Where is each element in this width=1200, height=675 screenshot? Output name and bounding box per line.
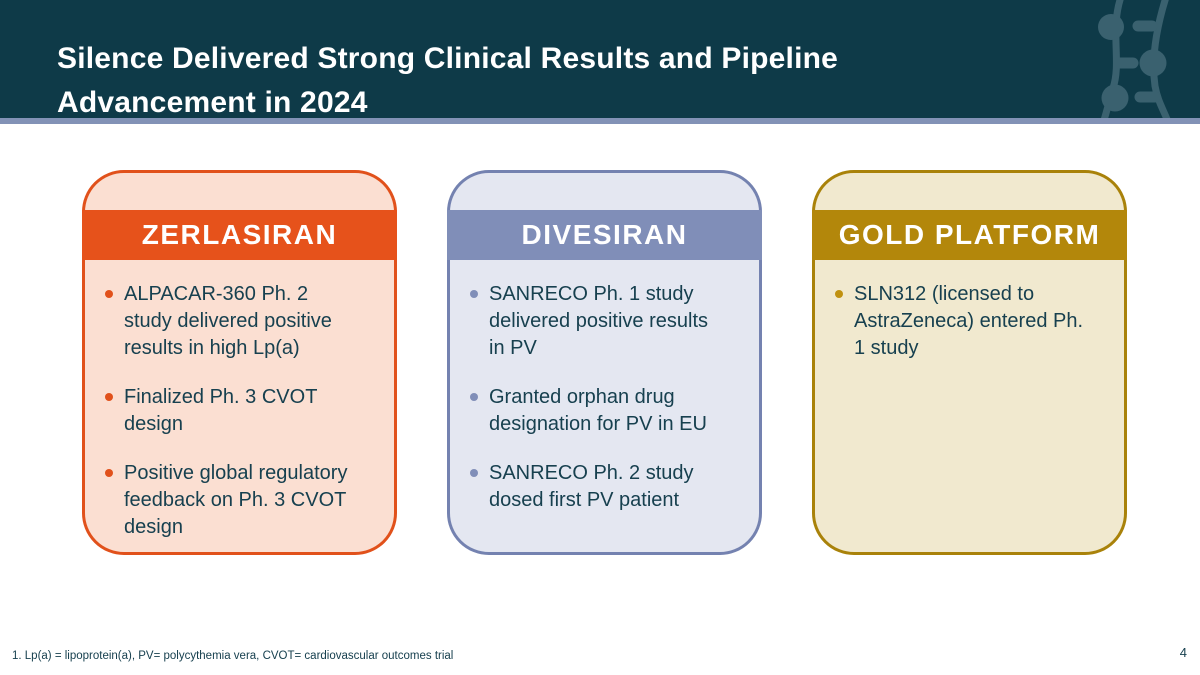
bullet-dot-icon — [470, 393, 478, 401]
card-header-band: ZERLASIRAN — [82, 210, 397, 260]
bullet-dot-icon — [470, 469, 478, 477]
bullet-text: Finalized Ph. 3 CVOT design — [124, 386, 318, 435]
bullet-text: Granted orphan drug designation for PV i… — [489, 386, 707, 435]
bullet-dot-icon — [835, 290, 843, 298]
header-banner: Silence Delivered Strong Clinical Result… — [0, 0, 1200, 119]
page-number: 4 — [1179, 645, 1187, 660]
card-title: ZERLASIRAN — [141, 219, 338, 250]
bullet-list: SANRECO Ph. 1 study delivered positive r… — [470, 281, 751, 536]
slide-title-line1: Silence Delivered Strong Clinical Result… — [57, 42, 839, 76]
bullet-item: Finalized Ph. 3 CVOT design — [105, 384, 386, 438]
bullet-text: Positive global regulatory feedback on P… — [124, 462, 348, 538]
slide-title: Silence Delivered Strong Clinical Result… — [57, 37, 1017, 125]
bullet-item: SANRECO Ph. 1 study delivered positive r… — [470, 281, 751, 362]
bullet-text: SANRECO Ph. 2 study dosed first PV patie… — [489, 462, 694, 511]
bullet-dot-icon — [470, 290, 478, 298]
bullet-item: SLN312 (licensed to AstraZeneca) entered… — [835, 281, 1116, 362]
bullet-dot-icon — [105, 469, 113, 477]
bullet-item: Positive global regulatory feedback on P… — [105, 460, 386, 541]
bullet-text: SLN312 (licensed to AstraZeneca) entered… — [854, 283, 1084, 359]
card-gold-platform: GOLD PLATFORM SLN312 (licensed to AstraZ… — [812, 170, 1127, 555]
bullet-dot-icon — [105, 290, 113, 298]
bullet-dot-icon — [105, 393, 113, 401]
card-title: DIVESIRAN — [521, 219, 688, 250]
footnote: 1. Lp(a) = lipoprotein(a), PV= polycythe… — [12, 650, 454, 662]
bullet-list: SLN312 (licensed to AstraZeneca) entered… — [835, 281, 1116, 384]
sirna-molecule-icon — [1085, 0, 1200, 118]
card-zerlasiran: ZERLASIRAN ALPACAR-360 Ph. 2 study deliv… — [82, 170, 397, 555]
card-divesiran: DIVESIRAN SANRECO Ph. 1 study delivered … — [447, 170, 762, 555]
bullet-list: ALPACAR-360 Ph. 2 study delivered positi… — [105, 281, 386, 563]
bullet-item: ALPACAR-360 Ph. 2 study delivered positi… — [105, 281, 386, 362]
card-title: GOLD PLATFORM — [838, 219, 1101, 250]
banner-accent-strip — [0, 118, 1200, 124]
bullet-text: ALPACAR-360 Ph. 2 study delivered positi… — [124, 283, 332, 359]
slide-title-line2: Advancement in 2024 — [57, 86, 368, 120]
bullet-text: SANRECO Ph. 1 study delivered positive r… — [489, 283, 708, 359]
card-header-band: GOLD PLATFORM — [812, 210, 1127, 260]
card-header-band: DIVESIRAN — [447, 210, 762, 260]
bullet-item: Granted orphan drug designation for PV i… — [470, 384, 751, 438]
bullet-item: SANRECO Ph. 2 study dosed first PV patie… — [470, 460, 751, 514]
